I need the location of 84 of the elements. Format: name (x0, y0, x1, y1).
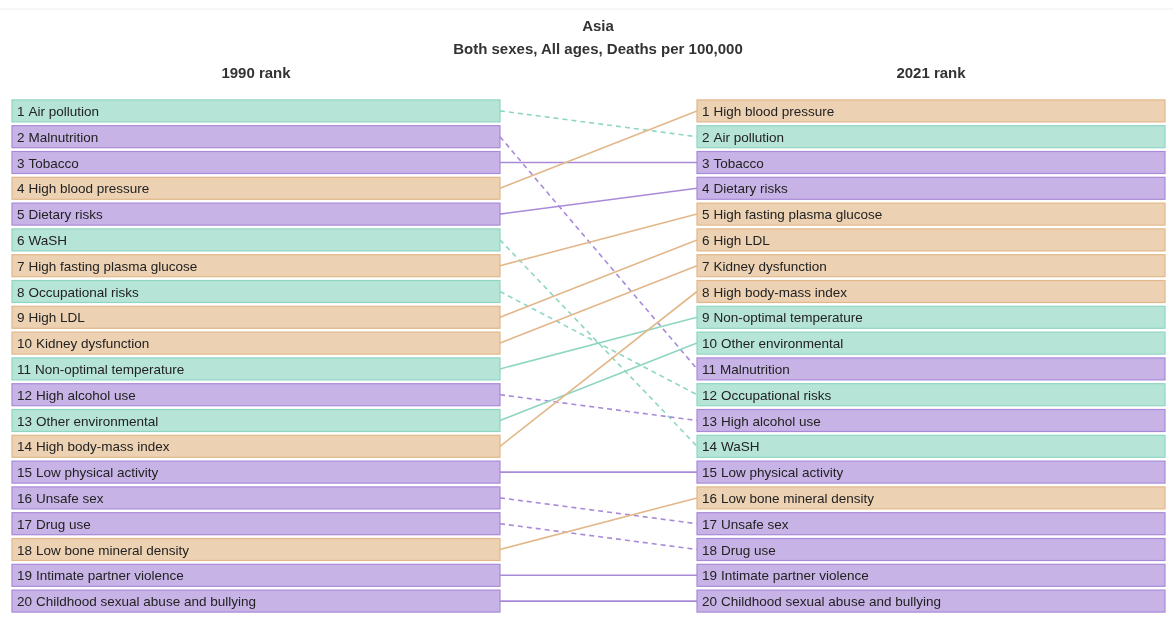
data-label: 11 (702, 361, 717, 377)
data-label: 20 (17, 594, 33, 610)
text: Kidney dysfunction (713, 258, 827, 274)
text: Both sexes, All ages, Deaths per 100,000 (453, 40, 743, 57)
data-label: 5 (17, 207, 25, 223)
data-label: 1 (702, 103, 710, 119)
data-label: 14 (702, 439, 718, 455)
text: High LDL (713, 232, 770, 248)
text: Malnutrition (720, 361, 790, 377)
text: Low physical activity (721, 465, 844, 481)
series-label: Intimate partner violence (36, 568, 184, 584)
text: Childhood sexual abuse and bullying (721, 594, 941, 610)
series-label: High body-mass index (36, 439, 170, 455)
data-label: 7 (702, 258, 710, 274)
series-label: WaSH (28, 232, 68, 248)
text: Occupational risks (721, 387, 832, 403)
series-label: Low bone mineral density (36, 542, 190, 558)
category-label: 1990 rank (221, 64, 292, 81)
data-label: 4 (17, 181, 25, 197)
data-label: 3 (17, 155, 25, 171)
series-label: Occupational risks (28, 284, 140, 300)
text: WaSH (721, 439, 760, 455)
text: Air pollution (713, 129, 785, 145)
data-label: 9 (702, 310, 710, 326)
data-label: 20 (702, 594, 718, 610)
data-label: 13 (702, 413, 718, 429)
data-label: 15 (702, 465, 718, 481)
series-label: Low physical activity (36, 465, 159, 481)
data-label: 14 (17, 439, 33, 455)
text: High alcohol use (721, 413, 821, 429)
data-label: 18 (17, 542, 33, 558)
data-label: 16 (702, 490, 718, 506)
series-label: Dietary risks (28, 207, 104, 223)
text: Asia (582, 17, 615, 34)
series-label: Air pollution (28, 103, 100, 119)
data-label: 7 (17, 258, 25, 274)
data-label: 12 (17, 387, 33, 403)
text: High fasting plasma glucose (713, 207, 883, 223)
data-label: 17 (17, 516, 33, 532)
data-label: 6 (17, 232, 25, 248)
series-label: High alcohol use (36, 387, 136, 403)
data-label: 8 (702, 284, 710, 300)
data-label: 18 (702, 542, 718, 558)
text: Unsafe sex (721, 516, 789, 532)
data-label: 12 (702, 387, 718, 403)
series-label: Childhood sexual abuse and bullying (36, 594, 256, 610)
data-label: 19 (702, 568, 718, 584)
text: Non-optimal temperature (713, 310, 863, 326)
category-label: 2021 rank (896, 64, 967, 81)
series-label: Kidney dysfunction (36, 336, 150, 352)
data-label: 10 (702, 336, 718, 352)
data-label: 3 (702, 155, 710, 171)
data-label: 5 (702, 207, 710, 223)
series-label: Malnutrition (28, 129, 99, 145)
data-label: 2 (17, 129, 25, 145)
data-label: 6 (702, 232, 710, 248)
text: Tobacco (713, 155, 764, 171)
series-label: High LDL (28, 310, 86, 326)
data-label: 15 (17, 465, 33, 481)
data-label: 8 (17, 284, 25, 300)
text: Drug use (721, 542, 776, 558)
data-label: 17 (702, 516, 718, 532)
series-label: Non-optimal temperature (35, 361, 185, 377)
series-label: Tobacco (28, 155, 79, 171)
text: Other environmental (721, 336, 844, 352)
series-label: Unsafe sex (36, 490, 104, 506)
series-label: Drug use (36, 516, 91, 532)
text: Intimate partner violence (721, 568, 869, 584)
data-label: 19 (17, 568, 33, 584)
series-label: Other environmental (36, 413, 159, 429)
data-label: 16 (17, 490, 33, 506)
data-label: 1 (17, 103, 25, 119)
text: Low bone mineral density (721, 490, 875, 506)
series-label: High blood pressure (28, 181, 150, 197)
text: High body-mass index (713, 284, 848, 300)
series-label: High fasting plasma glucose (28, 258, 198, 274)
data-label: 4 (702, 181, 710, 197)
text: High blood pressure (713, 103, 835, 119)
data-label: 11 (17, 361, 32, 377)
data-label: 2 (702, 129, 710, 145)
text: Dietary risks (713, 181, 788, 197)
data-label: 13 (17, 413, 33, 429)
data-label: 9 (17, 310, 25, 326)
data-label: 10 (17, 336, 33, 352)
